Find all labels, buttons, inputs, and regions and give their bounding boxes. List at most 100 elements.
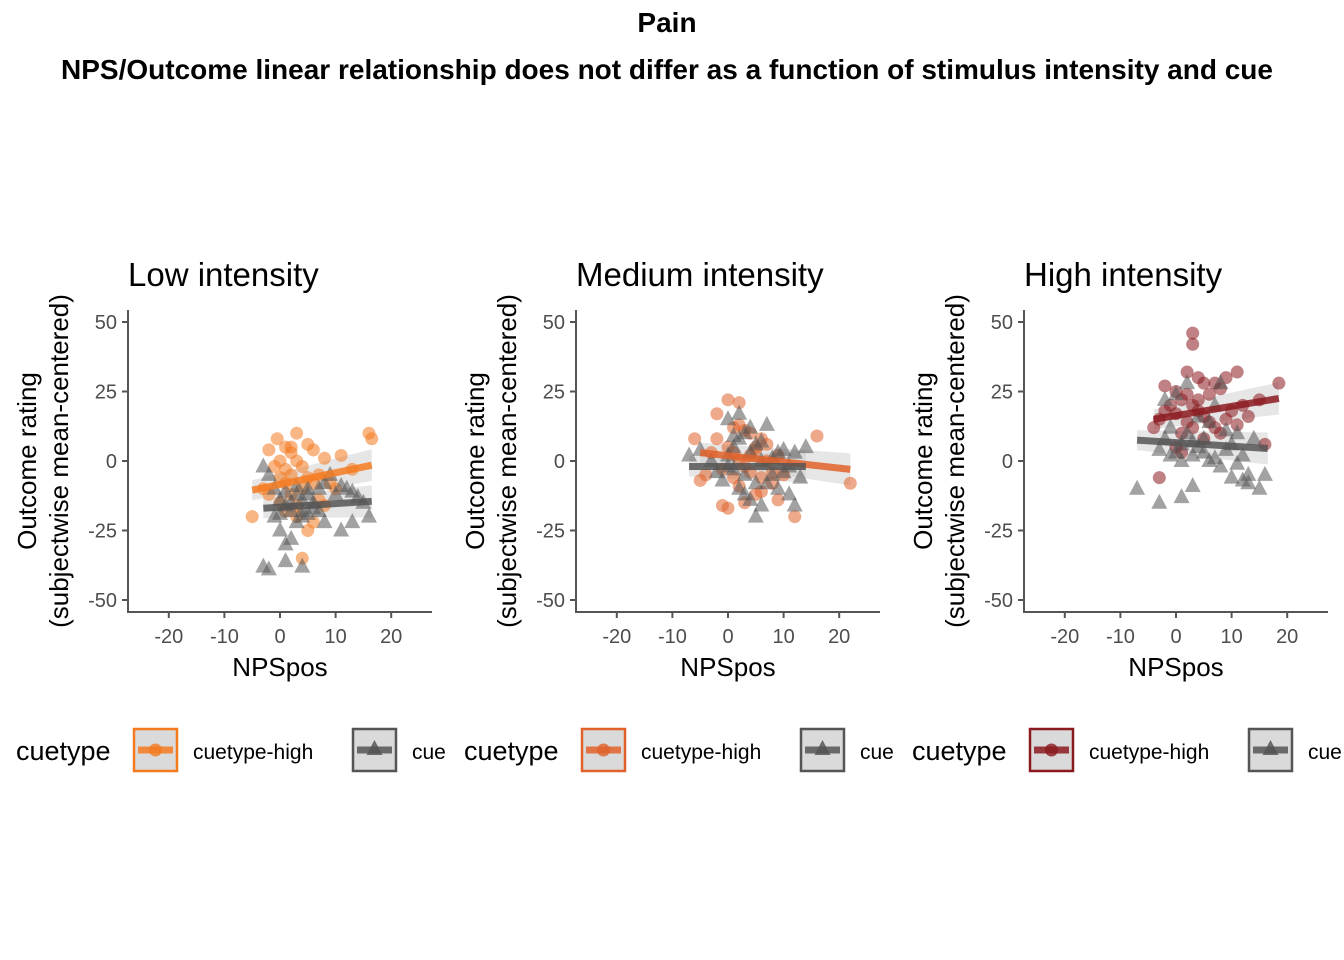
x-tick-label: 0 — [1170, 626, 1181, 648]
data-point-triangle — [720, 410, 736, 426]
data-point-triangle — [327, 485, 344, 501]
data-point-circle — [732, 396, 746, 410]
x-tick-label: 20 — [828, 626, 850, 648]
fit-line — [1136, 436, 1268, 452]
data-point-triangle — [272, 521, 288, 537]
y-axis-label-sub: (subjectwise mean-centered) — [44, 294, 74, 628]
data-point-circle — [1241, 410, 1255, 424]
data-point-circle — [688, 432, 702, 446]
data-point-triangle — [753, 496, 770, 512]
data-point-triangle — [747, 474, 764, 490]
x-axis-label: NPSpos — [1128, 652, 1223, 682]
data-point-triangle — [797, 438, 814, 454]
data-point-triangle — [1173, 488, 1190, 504]
data-point-circle — [365, 432, 379, 446]
data-point-triangle — [1179, 374, 1196, 390]
data-point-circle — [1202, 387, 1216, 401]
data-point-circle — [788, 510, 802, 524]
data-point-triangle — [1162, 446, 1179, 462]
data-point-triangle — [1218, 421, 1235, 437]
panel-title: High intensity — [1024, 256, 1223, 293]
data-point-circle — [771, 493, 785, 507]
data-point-triangle — [1223, 468, 1240, 484]
y-tick-label: -25 — [536, 521, 565, 543]
data-point-triangle — [288, 477, 305, 493]
data-point-triangle — [1151, 493, 1168, 509]
y-tick-label: -50 — [984, 590, 1013, 612]
data-point-triangle — [786, 496, 803, 512]
data-point-triangle — [758, 415, 775, 431]
y-axis-label: Outcome rating — [12, 372, 42, 550]
x-axis-label: NPSpos — [680, 652, 775, 682]
fit-line — [1153, 394, 1280, 423]
data-point-triangle — [781, 485, 798, 501]
data-point-triangle — [1179, 424, 1196, 440]
x-axis-label: NPSpos — [232, 652, 327, 682]
panel-title: Low intensity — [128, 256, 319, 293]
data-point-triangle — [742, 490, 759, 506]
legend-title: cuetype — [16, 736, 111, 766]
data-point-circle — [334, 448, 348, 462]
y-tick-label: 0 — [106, 451, 117, 473]
figure-title: Pain — [637, 7, 696, 38]
data-point-triangle — [1168, 385, 1184, 401]
data-point-circle — [295, 460, 309, 474]
y-axis-label-sub: (subjectwise mean-centered) — [940, 294, 970, 628]
data-point-circle — [1197, 376, 1211, 390]
data-point-triangle — [681, 446, 698, 462]
data-point-triangle — [786, 443, 803, 459]
x-tick-label: -10 — [210, 626, 239, 648]
data-point-circle — [710, 432, 724, 446]
legend: cuetype cuetype-high cue — [912, 727, 1342, 773]
legend-title: cuetype — [464, 736, 559, 766]
data-point-triangle — [1162, 418, 1179, 434]
data-point-triangle — [1129, 479, 1146, 495]
data-point-circle — [699, 468, 713, 482]
data-point-triangle — [731, 404, 748, 420]
data-point-circle — [1191, 393, 1205, 407]
data-point-circle — [1186, 326, 1200, 340]
y-tick-label: 0 — [554, 451, 565, 473]
data-point-triangle — [255, 457, 272, 473]
data-point-triangle — [714, 471, 731, 487]
x-tick-label: -20 — [1050, 626, 1079, 648]
data-point-circle — [1158, 379, 1172, 393]
legend-key-triangle — [1262, 740, 1279, 755]
x-tick-label: 10 — [772, 626, 794, 648]
y-axis-label-sub: (subjectwise mean-centered) — [492, 294, 522, 628]
y-tick-label: 50 — [543, 312, 565, 334]
panel-title: Medium intensity — [576, 256, 824, 293]
data-point-triangle — [1151, 440, 1168, 456]
data-point-circle — [262, 443, 276, 457]
y-axis-label: Outcome rating — [460, 372, 490, 550]
legend-label: cuetype-high — [641, 741, 761, 764]
data-point-circle — [290, 426, 304, 440]
y-tick-label: 25 — [95, 382, 117, 404]
data-point-triangle — [283, 529, 300, 545]
panels: Low intensity -50 -25 0 25 50 -20 -10 0 10 20 NPSpo… — [12, 256, 1342, 773]
data-point-triangle — [747, 507, 764, 523]
data-point-circle — [284, 446, 298, 460]
data-point-triangle — [1201, 413, 1218, 429]
data-point-circle — [270, 432, 284, 446]
data-point-triangle — [360, 507, 377, 523]
x-tick-label: -20 — [154, 626, 183, 648]
data-point-circle — [1180, 387, 1194, 401]
data-point-triangle — [260, 465, 277, 481]
data-point-circle — [1152, 471, 1166, 485]
data-point-triangle — [758, 474, 775, 490]
x-tick-label: 20 — [1276, 626, 1298, 648]
data-point-triangle — [775, 463, 792, 479]
data-point-triangle — [333, 521, 350, 537]
data-point-triangle — [1206, 449, 1223, 465]
legend-label: cuetype-high — [1089, 741, 1209, 764]
data-point-triangle — [1229, 454, 1246, 470]
data-point-circle — [306, 443, 320, 457]
legend: cuetype cuetype-high cue — [16, 727, 446, 773]
data-point-circle — [1272, 376, 1286, 390]
y-tick-label: 50 — [95, 312, 117, 334]
data-point-triangle — [736, 465, 753, 481]
x-tick-label: 0 — [274, 626, 285, 648]
legend-label: cuetype-high — [193, 741, 313, 764]
data-point-triangle — [260, 560, 277, 576]
